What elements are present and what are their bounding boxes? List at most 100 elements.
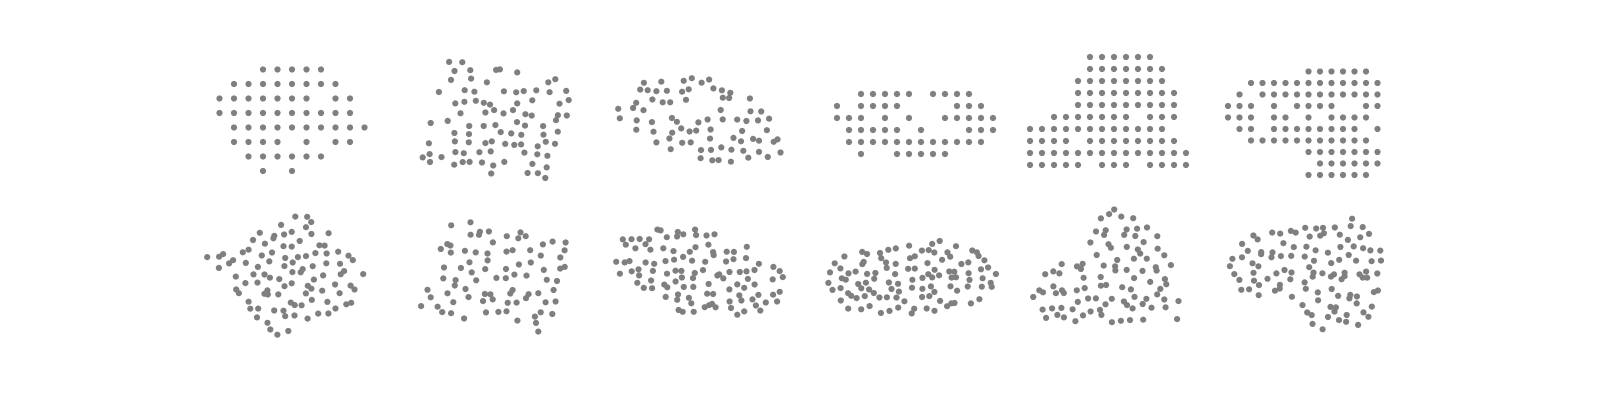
point-dot: [502, 275, 509, 282]
point-dot: [282, 313, 289, 320]
point-dot: [653, 88, 660, 95]
point-dot: [553, 277, 561, 285]
point-dot: [518, 141, 525, 148]
point-dot: [503, 233, 510, 240]
point-dot: [303, 153, 310, 160]
point-dot: [543, 276, 550, 283]
point-dot: [253, 314, 261, 321]
point-dot: [332, 109, 339, 117]
point-dot: [1351, 79, 1358, 87]
point-dot: [621, 259, 628, 266]
point-dot: [1146, 137, 1154, 145]
point-dot: [245, 246, 252, 253]
point-dot: [271, 307, 278, 314]
point-dot: [685, 294, 693, 301]
point-dot: [479, 298, 487, 305]
point-dot: [250, 271, 257, 278]
point-dot: [1098, 137, 1106, 145]
point-dot: [529, 97, 536, 104]
point-dot: [444, 117, 451, 124]
point-dot: [1030, 293, 1037, 301]
grid-shape-4: [833, 90, 997, 158]
point-dot: [1324, 249, 1331, 256]
point-dot: [1060, 289, 1067, 297]
point-dot: [905, 150, 913, 158]
point-dot: [741, 308, 748, 315]
point-dot: [662, 258, 669, 265]
point-dot: [911, 265, 918, 272]
point-dot: [1158, 149, 1166, 157]
point-dot: [1102, 301, 1109, 308]
point-dot: [274, 95, 281, 102]
point-dot: [632, 245, 639, 252]
point-dot: [1158, 125, 1166, 133]
point-dot: [467, 67, 474, 74]
point-dot: [774, 136, 781, 143]
point-dot: [1134, 101, 1142, 109]
point-dot: [1349, 215, 1356, 222]
point-dot: [551, 140, 559, 147]
point-dot: [461, 247, 468, 254]
point-dot: [1122, 101, 1130, 109]
point-dot: [1158, 89, 1166, 97]
point-dot: [1122, 137, 1130, 145]
point-dot: [1287, 276, 1294, 283]
point-dot: [348, 299, 355, 306]
point-dot: [204, 254, 211, 261]
point-dot: [1134, 77, 1142, 85]
point-dot: [1129, 305, 1136, 312]
point-dot: [1288, 293, 1295, 300]
point-dot: [1259, 79, 1266, 87]
point-dot: [1314, 289, 1321, 296]
point-dot: [349, 257, 356, 264]
point-dot: [552, 117, 560, 124]
point-dot: [680, 283, 687, 291]
point-dot: [958, 260, 965, 268]
point-dot: [1339, 148, 1347, 156]
point-dot: [734, 281, 741, 288]
point-dot: [245, 124, 252, 131]
point-dot: [288, 167, 296, 175]
point-dot: [466, 259, 473, 266]
point-dot: [489, 296, 496, 303]
point-dot: [726, 286, 733, 293]
point-dot: [1147, 278, 1154, 285]
point-dot: [418, 303, 425, 310]
point-dot: [1374, 79, 1381, 87]
point-dot: [557, 254, 564, 261]
point-dot: [461, 87, 468, 94]
point-dot: [1269, 229, 1276, 236]
point-dot: [829, 286, 836, 293]
point-dot: [925, 247, 932, 254]
point-dot: [693, 127, 700, 134]
point-dot: [466, 158, 473, 165]
point-dot: [561, 247, 568, 254]
point-dot: [1079, 260, 1086, 267]
point-dot: [941, 138, 949, 146]
point-dot: [267, 326, 274, 333]
point-dot: [705, 280, 712, 288]
point-dot: [487, 291, 494, 298]
point-dot: [743, 117, 750, 125]
point-dot: [845, 305, 852, 312]
point-dot: [975, 252, 982, 260]
point-dot: [1244, 247, 1251, 254]
point-dot: [1304, 309, 1311, 316]
point-dot: [1374, 287, 1381, 294]
point-dot: [1146, 101, 1154, 109]
point-dot: [1122, 149, 1130, 157]
scattered-shape-5: [1030, 206, 1182, 326]
point-dot: [1364, 274, 1371, 281]
point-dot: [855, 280, 862, 288]
point-dot: [1305, 114, 1312, 121]
point-dot: [1374, 91, 1381, 98]
point-dot: [678, 267, 685, 274]
point-dot: [451, 129, 458, 137]
point-dot: [1282, 137, 1289, 144]
point-dot: [1359, 224, 1366, 231]
point-dot: [544, 152, 551, 159]
point-dot: [663, 270, 671, 277]
point-dot: [1351, 137, 1358, 144]
point-dot: [1271, 287, 1279, 294]
point-dot: [1236, 102, 1243, 110]
